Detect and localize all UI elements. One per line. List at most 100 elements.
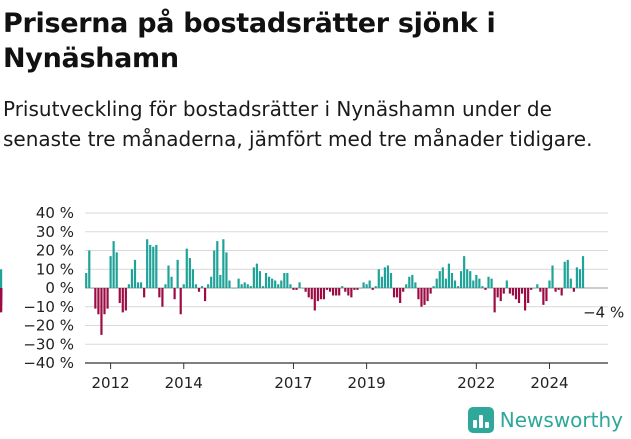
bar	[466, 269, 469, 288]
bar	[335, 288, 338, 296]
bar	[557, 288, 560, 290]
bar	[292, 288, 295, 290]
bar	[508, 288, 511, 294]
bar	[389, 273, 393, 288]
bar	[371, 288, 374, 290]
bar	[386, 265, 390, 288]
bar	[182, 284, 185, 288]
bar	[383, 267, 386, 288]
bar	[0, 288, 3, 296]
bar	[115, 252, 118, 288]
bar	[149, 244, 152, 288]
y-tick-label: −10 %	[23, 298, 74, 316]
bar	[380, 276, 383, 288]
y-tick-label: 30 %	[36, 223, 74, 241]
bar	[176, 259, 179, 288]
bar	[402, 288, 405, 292]
bar	[246, 284, 249, 288]
bar	[578, 269, 582, 288]
bar	[167, 265, 170, 288]
bar	[554, 288, 557, 292]
bar	[322, 288, 326, 300]
bar	[472, 280, 475, 288]
bar	[447, 263, 451, 288]
bar	[377, 269, 380, 288]
bar	[453, 280, 457, 288]
bar	[493, 288, 496, 313]
x-axis-labels: 2012 2014 2017 2019 2022 2024	[92, 374, 569, 390]
bar	[523, 288, 527, 311]
bar	[362, 282, 365, 288]
bar	[203, 288, 207, 302]
bar	[496, 288, 499, 298]
x-tick-label: 2024	[530, 374, 568, 390]
bar	[274, 280, 277, 288]
bar	[130, 269, 134, 288]
bar	[350, 288, 353, 298]
bar	[136, 282, 140, 288]
bar	[216, 241, 219, 288]
newsworthy-logo[interactable]: Newsworthy	[467, 407, 623, 433]
bar	[463, 256, 466, 288]
bar	[539, 288, 542, 292]
bar	[423, 288, 426, 305]
bar	[252, 267, 255, 288]
bar	[475, 274, 478, 288]
bar	[530, 288, 533, 290]
bar	[374, 286, 377, 288]
bar	[514, 288, 518, 300]
bar	[411, 274, 414, 288]
bar	[267, 276, 271, 288]
page-title: Priserna på bostadsrätter sjönk i Nynäsh…	[3, 8, 496, 74]
bar	[331, 288, 335, 296]
bar	[261, 286, 265, 288]
bar	[542, 288, 545, 305]
bars	[0, 239, 585, 335]
bar	[179, 288, 182, 315]
bar	[356, 288, 359, 290]
bar	[325, 288, 329, 290]
bar	[478, 278, 481, 288]
bar	[243, 282, 246, 288]
bar	[469, 271, 472, 288]
bar-chart-icon	[467, 407, 494, 433]
bar	[258, 271, 262, 288]
bar	[0, 288, 3, 305]
bar	[143, 288, 146, 298]
latest-value-annotation: −4 %	[583, 304, 624, 322]
bar	[112, 241, 115, 288]
x-tick-label: 2012	[92, 374, 130, 390]
bar	[127, 284, 130, 288]
bar	[85, 273, 88, 288]
bar	[341, 286, 344, 288]
bar	[289, 284, 292, 288]
bar	[417, 288, 420, 300]
bar	[139, 282, 143, 288]
bar	[164, 284, 167, 288]
bar	[121, 288, 124, 313]
bar	[533, 288, 536, 289]
bar	[517, 288, 521, 303]
bar	[307, 288, 310, 298]
y-tick-label: 40 %	[36, 204, 74, 222]
bar	[438, 271, 441, 288]
bar	[527, 288, 530, 303]
x-tick-label: 2017	[274, 374, 312, 390]
bar	[91, 288, 94, 289]
bar	[100, 288, 103, 335]
bar	[328, 288, 332, 292]
grid-lines	[85, 212, 608, 345]
bar	[560, 288, 563, 296]
y-tick-label: −40 %	[23, 354, 74, 372]
bar	[234, 288, 237, 289]
bar	[185, 248, 188, 288]
bar	[420, 288, 423, 307]
bar	[222, 239, 225, 288]
y-tick-label: 10 %	[36, 260, 74, 278]
bar	[213, 250, 216, 288]
bar	[459, 271, 463, 288]
bar	[502, 288, 505, 294]
bar	[188, 258, 191, 288]
bar	[271, 278, 274, 288]
bar	[219, 274, 222, 288]
